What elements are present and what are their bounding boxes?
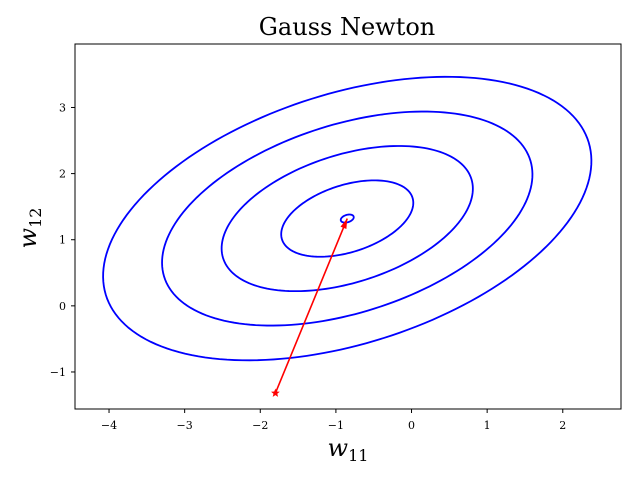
x-axis-label-base: w: [328, 434, 349, 462]
x-axis-label: w11: [328, 434, 369, 465]
y-tick-label: −1: [50, 366, 66, 379]
path-segment: [274, 218, 348, 394]
path-start-marker: [271, 388, 280, 397]
contour-lines: [102, 75, 593, 362]
x-tick-label: 0: [408, 419, 415, 432]
y-tick-label: 1: [59, 234, 66, 247]
chart-title: Gauss Newton: [259, 13, 436, 41]
contour-line-5: [102, 75, 593, 362]
y-axis-ticks: −1 0 1 2 3: [50, 101, 75, 379]
y-axis-label-sub: 12: [26, 208, 45, 228]
optimizer-path: [271, 218, 348, 397]
contour-line-3: [220, 145, 474, 293]
x-axis-label-sub: 11: [348, 446, 368, 465]
y-tick-label: 3: [59, 101, 66, 114]
y-tick-label: 2: [59, 168, 66, 181]
x-tick-label: 1: [484, 419, 491, 432]
x-tick-label: −4: [101, 419, 117, 432]
contour-line-2: [280, 179, 415, 258]
x-tick-label: −1: [328, 419, 344, 432]
x-tick-label: 2: [559, 419, 566, 432]
contour-line-1: [339, 213, 355, 224]
path-arrowhead: [340, 218, 348, 230]
y-axis-label: w12: [14, 208, 45, 249]
x-tick-label: −3: [177, 419, 193, 432]
contour-line-4: [161, 110, 534, 327]
x-axis-ticks: −4 −3 −2 −1 0 1 2: [101, 409, 566, 432]
x-tick-label: −2: [252, 419, 268, 432]
axes-frame: [74, 43, 622, 410]
y-tick-label: 0: [59, 300, 66, 313]
y-axis-label-base: w: [14, 227, 42, 248]
